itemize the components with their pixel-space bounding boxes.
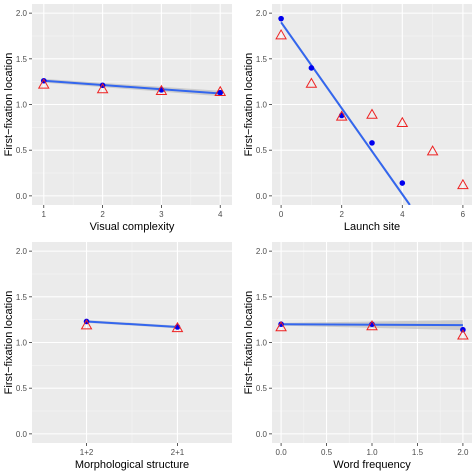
predicted-marker <box>335 110 348 121</box>
predicted-marker <box>457 178 469 190</box>
x-tick-label: 1 <box>42 210 47 219</box>
y-tick-label: 1.5 <box>16 55 28 64</box>
predicted-marker <box>426 145 439 156</box>
y-axis-title: First−fixation location <box>243 291 255 395</box>
x-tick-label: 6 <box>461 210 466 219</box>
y-tick-label: 1.0 <box>256 339 268 348</box>
observed-point <box>399 180 406 186</box>
predicted-marker <box>155 84 168 96</box>
y-tick-label: 0.5 <box>256 384 268 393</box>
y-tick-label: 2.0 <box>16 247 28 256</box>
x-tick-label: 1.5 <box>412 448 424 457</box>
y-tick-label: 2.0 <box>256 247 268 256</box>
observed-point <box>369 140 375 146</box>
observed-point <box>308 65 315 71</box>
predicted-marker <box>305 77 318 88</box>
y-tick-label: 0.5 <box>16 146 28 155</box>
y-axis-title: First−fixation location <box>3 291 15 395</box>
x-tick-label: 2 <box>100 210 105 219</box>
observed-point <box>278 15 284 22</box>
observed-point <box>278 321 284 328</box>
x-tick-label: 1+2 <box>80 448 94 457</box>
y-tick-label: 1.5 <box>256 293 268 302</box>
x-tick-label: 0.0 <box>276 448 288 457</box>
y-tick-label: 0.0 <box>16 430 28 439</box>
y-tick-label: 0.5 <box>16 384 28 393</box>
plot-area <box>275 15 469 205</box>
x-axis-title: Word frequency <box>333 459 411 471</box>
x-axis-title: Launch site <box>344 221 400 233</box>
y-tick-label: 0.5 <box>256 146 268 155</box>
x-tick-label: 2+1 <box>171 448 185 457</box>
y-axis-title: First−fixation location <box>243 53 255 157</box>
predicted-marker <box>214 85 227 96</box>
fit-line <box>280 21 411 205</box>
predicted-marker <box>37 78 50 89</box>
fit-line <box>86 320 178 328</box>
x-tick-label: 2.0 <box>457 448 469 457</box>
y-tick-label: 0.0 <box>256 430 268 439</box>
x-tick-label: 2 <box>339 210 344 219</box>
y-axis-title: First−fixation location <box>3 53 15 157</box>
predicted-marker <box>366 320 378 331</box>
predicted-marker <box>396 116 409 128</box>
x-tick-label: 4 <box>218 210 223 219</box>
fit-line <box>43 79 221 95</box>
predicted-marker <box>171 321 184 333</box>
plot-area <box>37 77 227 97</box>
y-tick-label: 1.0 <box>16 101 28 110</box>
observed-point <box>217 89 224 96</box>
panel-3: 0.0 0.5 1.0 1.5 2.0 1+2 2+1 Morphological struc… <box>3 242 232 471</box>
predicted-marker <box>457 329 469 340</box>
y-tick-label: 1.5 <box>16 293 28 302</box>
y-tick-label: 1.0 <box>256 101 268 110</box>
x-tick-label: 0.5 <box>321 448 333 457</box>
predicted-marker <box>80 319 93 330</box>
panel-2: 0.0 0.5 1.0 1.5 2.0 0 2 4 6 Launch site First−fixa… <box>243 4 472 233</box>
y-tick-label: 2.0 <box>16 9 28 18</box>
x-tick-label: 0 <box>279 210 284 219</box>
y-tick-label: 1.0 <box>16 339 28 348</box>
x-axis-title: Morphological structure <box>75 459 189 471</box>
panel-4: 0.0 0.5 1.0 1.5 2.0 0.0 0.5 1.0 1.5 2.0 Word frequ… <box>243 242 472 471</box>
x-tick-label: 1.0 <box>366 448 378 457</box>
predicted-marker <box>275 29 287 40</box>
x-tick-label: 3 <box>159 210 164 219</box>
predicted-marker <box>96 82 109 94</box>
x-axis-title: Visual complexity <box>90 221 175 233</box>
x-tick-label: 4 <box>400 210 405 219</box>
plot-area <box>80 318 184 333</box>
y-tick-label: 1.5 <box>256 55 268 64</box>
panel-1: 0.0 0.5 1.0 1.5 2.0 1 2 3 4 Visual complexity Firs… <box>3 4 232 233</box>
y-tick-label: 2.0 <box>256 9 268 18</box>
y-tick-label: 0.0 <box>256 192 268 201</box>
predicted-marker <box>366 108 378 119</box>
y-tick-label: 0.0 <box>16 192 28 201</box>
plot-area <box>275 320 469 340</box>
predicted-marker <box>275 320 287 332</box>
